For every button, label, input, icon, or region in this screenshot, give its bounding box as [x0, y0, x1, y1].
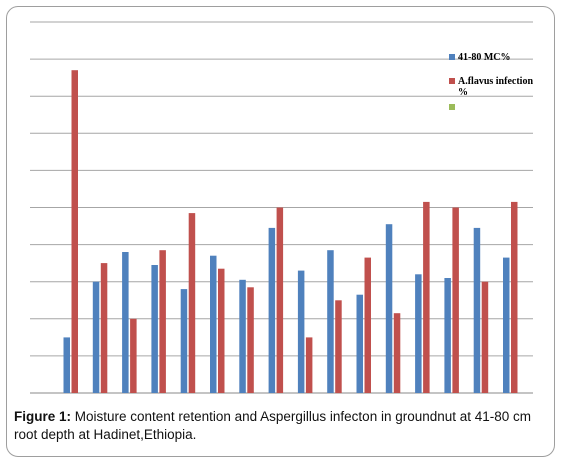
legend-swatch: [449, 78, 455, 84]
bar-aflavus: [364, 257, 371, 393]
bar-aflavus: [276, 207, 284, 393]
bar-aflavus: [511, 201, 518, 393]
bar-aflavus: [335, 300, 342, 394]
legend: 41-80 MC% A.flavus infection%: [449, 52, 533, 110]
legend-swatch: [449, 104, 455, 110]
bar-mc: [239, 279, 246, 393]
bar-mc: [444, 278, 451, 393]
bar-mc: [503, 257, 510, 393]
bar-mc: [415, 274, 422, 393]
bar-aflavus: [130, 318, 137, 393]
bar-aflavus: [100, 263, 108, 393]
bar-mc: [385, 224, 393, 393]
bar-aflavus: [71, 70, 78, 393]
caption-text: Moisture content retention and Aspergill…: [14, 409, 532, 442]
chart: 41-80 MC% A.flavus infection%: [30, 21, 533, 394]
bar-aflavus: [159, 250, 166, 393]
legend-label: 41-80 MC%: [458, 52, 511, 63]
legend-swatch: [449, 54, 455, 60]
figure-caption: Figure 1: Moisture content retention and…: [14, 408, 544, 444]
bar-aflavus: [393, 313, 401, 393]
bar-mc: [63, 337, 70, 393]
bar-mc: [268, 227, 276, 393]
bar-mc: [180, 289, 188, 393]
bar-mc: [92, 281, 100, 393]
caption-label: Figure 1:: [14, 409, 72, 424]
bar-mc: [356, 294, 363, 393]
bar-aflavus: [452, 207, 459, 393]
bar-mc: [210, 255, 217, 393]
bar-mc: [122, 252, 129, 393]
bar-aflavus: [247, 287, 254, 393]
bar-aflavus: [218, 268, 225, 393]
bars: [63, 70, 518, 394]
bar-aflavus: [305, 337, 313, 393]
bar-mc: [151, 265, 158, 393]
bar-aflavus: [481, 281, 489, 393]
bar-aflavus: [423, 201, 430, 393]
bar-mc: [297, 270, 305, 393]
legend-label: A.flavus infection%: [458, 76, 533, 98]
bar-mc: [473, 227, 481, 393]
bar-aflavus: [188, 213, 196, 393]
bar-mc: [327, 250, 334, 393]
